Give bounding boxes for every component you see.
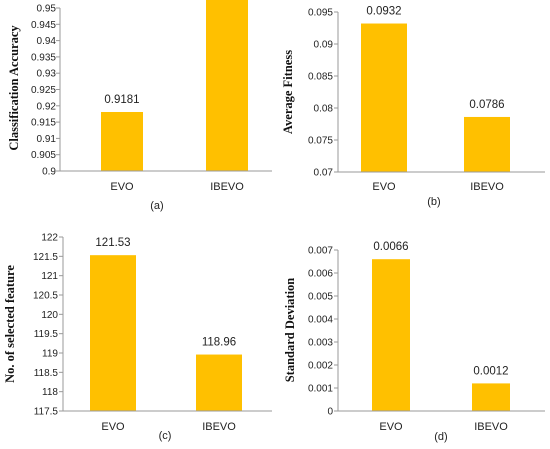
y-tick-label: 0.08 xyxy=(314,104,334,115)
data-label: 0.9181 xyxy=(104,94,139,106)
bar xyxy=(90,255,136,411)
y-tick-label: 0.93 xyxy=(37,69,57,80)
y-tick-label: 121 xyxy=(41,271,58,282)
data-label: 118.96 xyxy=(202,337,236,349)
y-tick-label: 0.07 xyxy=(314,168,334,179)
y-tick-label: 0.085 xyxy=(308,72,333,83)
y-tick-label: 0.007 xyxy=(308,246,333,257)
y-tick-label: 118 xyxy=(42,387,58,398)
y-tick-label: 0.003 xyxy=(308,338,333,349)
y-tick-label: 119.5 xyxy=(34,329,59,340)
y-tick-label: 0.001 xyxy=(308,384,333,395)
y-tick-label: 0.905 xyxy=(31,150,56,161)
y-tick-label: 0.006 xyxy=(308,269,333,280)
chart-panel: 121.53 118.96 117.5 118 118.5 119 119.5 120 120.… xyxy=(3,233,272,442)
y-tick-label: 0.005 xyxy=(308,292,333,303)
y-tick-label: 0.92 xyxy=(37,101,57,112)
y-tick-label: 117.5 xyxy=(34,407,59,418)
panel-label: (d) xyxy=(434,431,447,443)
data-label: 0.0066 xyxy=(373,241,408,253)
y-tick-label: 118.5 xyxy=(34,368,59,379)
bar xyxy=(101,111,143,171)
y-tick-label: 121.5 xyxy=(33,252,58,263)
x-tick-label: IBEVO xyxy=(474,421,508,433)
chart-panel: 0.0932 0.0786 0.07 0.075 0.08 0.085 0.09 0.095 E… xyxy=(281,6,545,208)
y-tick-label: 0 xyxy=(327,407,333,418)
y-tick-label: 119 xyxy=(42,349,58,360)
y-axis-title: Standard Deviation xyxy=(283,278,297,383)
y-tick-label: 0.915 xyxy=(31,118,56,129)
y-tick-label: 0.075 xyxy=(308,136,333,147)
data-label: 121.53 xyxy=(95,237,130,249)
y-tick-label: 0.095 xyxy=(308,8,333,19)
data-label: 0.0786 xyxy=(469,99,504,111)
x-tick-label: EVO xyxy=(110,181,134,193)
y-axis-title: Average Fitness xyxy=(281,50,295,134)
x-tick-label: IBEVO xyxy=(470,181,504,193)
bar xyxy=(372,259,410,411)
data-label: 0.0932 xyxy=(366,6,401,18)
panel-label: (a) xyxy=(150,200,163,212)
y-axis-title: No. of selected feature xyxy=(3,265,17,383)
y-tick-label: 120.5 xyxy=(33,291,58,302)
y-tick-label: 0.925 xyxy=(31,85,56,96)
bar xyxy=(361,23,407,172)
x-tick-label: EVO xyxy=(101,421,125,433)
x-tick-label: EVO xyxy=(379,421,403,433)
y-tick-label: 0.09 xyxy=(314,40,334,51)
y-tick-label: 122 xyxy=(41,233,58,244)
y-tick-label: 0.002 xyxy=(308,361,333,372)
chart-panel: 0.91810.95400.90.9050.910.9150.920.9250.… xyxy=(7,0,272,212)
bar xyxy=(464,116,510,172)
y-tick-label: 120 xyxy=(41,310,58,321)
x-tick-label: IBEVO xyxy=(202,421,236,433)
chart-panel: 0.0066 0.0012 0 0.001 0.002 0.003 0.004 0.005 0.… xyxy=(283,241,545,443)
y-tick-label: 0.935 xyxy=(31,52,56,63)
x-tick-label: IBEVO xyxy=(210,181,244,193)
y-axis-title: Classification Accuracy xyxy=(7,25,21,151)
y-tick-label: 0.945 xyxy=(31,20,56,31)
panel-label: (c) xyxy=(159,430,172,442)
panel-label: (b) xyxy=(427,196,440,208)
y-tick-label: 0.004 xyxy=(308,315,333,326)
bar xyxy=(206,0,248,171)
y-tick-label: 0.95 xyxy=(37,4,57,15)
bar xyxy=(196,354,242,411)
y-tick-label: 0.91 xyxy=(37,134,57,145)
y-tick-label: 0.9 xyxy=(42,167,56,178)
y-tick-label: 0.94 xyxy=(37,36,57,47)
x-tick-label: EVO xyxy=(372,181,396,193)
bar xyxy=(472,383,510,411)
data-label: 0.0012 xyxy=(473,365,508,377)
